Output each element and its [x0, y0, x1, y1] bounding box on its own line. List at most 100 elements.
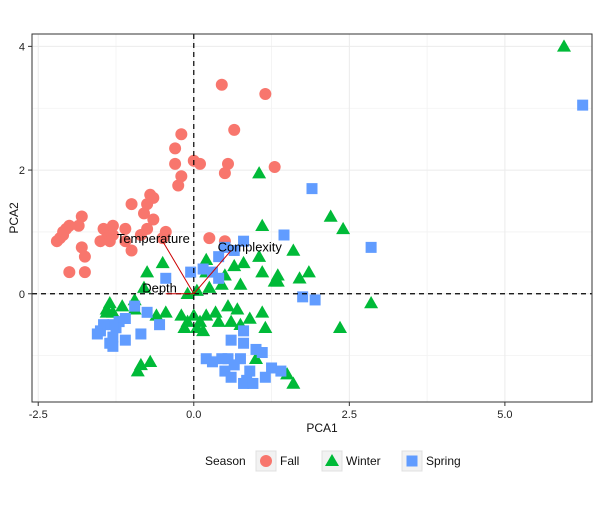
x-tick-label: -2.5 — [29, 409, 48, 421]
point-winter — [130, 364, 145, 377]
point-spring — [234, 353, 246, 365]
point-spring — [238, 337, 250, 349]
point-fall — [119, 222, 132, 235]
legend-marker-winter — [325, 454, 339, 466]
point-fall — [259, 87, 272, 100]
point-winter — [180, 286, 195, 300]
point-spring — [250, 343, 262, 355]
point-fall — [78, 266, 91, 279]
point-spring — [225, 334, 237, 346]
point-spring — [135, 328, 147, 340]
y-tick-label: 0 — [19, 289, 25, 301]
point-spring — [238, 377, 250, 389]
legend-label-winter: Winter — [346, 454, 381, 468]
point-spring — [238, 325, 250, 337]
loading-label-temperature: Temperature — [117, 231, 190, 246]
point-winter — [286, 376, 301, 389]
loading-label-complexity: Complexity — [218, 240, 283, 255]
point-spring — [197, 263, 209, 275]
point-winter — [202, 280, 217, 293]
point-winter — [258, 320, 273, 334]
point-winter — [333, 320, 347, 334]
point-fall — [141, 198, 154, 211]
point-spring — [222, 353, 234, 365]
point-winter — [252, 166, 267, 179]
point-fall — [125, 198, 138, 211]
x-tick-label: 2.5 — [342, 409, 357, 421]
point-winter — [158, 305, 173, 318]
point-winter — [270, 274, 285, 287]
point-spring — [266, 362, 278, 374]
point-spring — [107, 319, 119, 331]
point-winter — [255, 218, 270, 231]
point-winter — [189, 320, 204, 334]
point-winter — [336, 221, 351, 235]
point-winter — [255, 265, 270, 278]
legend-label-fall: Fall — [280, 454, 299, 468]
x-axis-title: PCA1 — [306, 421, 338, 435]
plot-border — [31, 33, 593, 403]
point-winter — [286, 243, 301, 256]
data-points — [50, 39, 589, 389]
point-winter — [196, 323, 211, 337]
point-fall — [218, 167, 231, 180]
y-axis-title: PCA2 — [7, 202, 21, 234]
point-fall — [169, 157, 182, 170]
point-spring — [228, 359, 240, 371]
x-tick-label: 0.0 — [186, 409, 201, 421]
point-winter — [292, 271, 307, 284]
point-spring — [113, 316, 125, 328]
point-winter — [199, 308, 214, 321]
point-winter — [252, 249, 267, 262]
point-fall — [147, 213, 160, 226]
point-winter — [255, 305, 270, 318]
point-spring — [107, 331, 119, 343]
point-fall — [75, 241, 88, 254]
point-winter — [208, 305, 223, 318]
point-spring — [306, 183, 318, 195]
point-winter — [364, 296, 379, 309]
point-fall — [134, 229, 147, 242]
point-fall — [175, 170, 188, 183]
point-fall — [50, 235, 63, 248]
point-winter — [137, 280, 151, 293]
point-spring — [119, 313, 131, 325]
legend-title: Season — [205, 454, 246, 468]
point-spring — [256, 347, 268, 359]
point-spring — [219, 241, 231, 253]
point-spring — [278, 229, 290, 241]
point-winter — [236, 255, 251, 269]
point-spring — [244, 365, 256, 377]
point-spring — [275, 365, 287, 377]
point-winter — [199, 252, 214, 265]
point-fall — [72, 219, 85, 232]
point-winter — [249, 351, 263, 364]
point-spring — [154, 319, 166, 331]
point-winter — [177, 320, 192, 334]
point-fall — [175, 128, 188, 141]
x-tick-label: 5.0 — [497, 409, 512, 421]
point-winter — [230, 302, 245, 315]
point-fall — [103, 235, 116, 248]
point-fall — [222, 157, 234, 170]
point-spring — [577, 99, 589, 111]
point-fall — [215, 78, 228, 91]
point-winter — [301, 265, 316, 278]
point-spring — [219, 365, 231, 377]
point-spring — [238, 235, 250, 247]
legend-marker-spring — [406, 455, 418, 467]
loading-arrow-temperature — [162, 240, 195, 295]
y-tick-label: 2 — [19, 165, 25, 177]
point-spring — [259, 371, 271, 383]
point-fall — [228, 123, 241, 136]
point-fall — [125, 244, 138, 257]
point-winter — [99, 305, 114, 318]
point-fall — [268, 160, 281, 173]
point-fall — [203, 232, 216, 245]
point-winter — [557, 39, 571, 52]
point-winter — [224, 314, 239, 327]
point-fall — [97, 222, 110, 235]
point-winter — [143, 354, 158, 368]
point-spring — [185, 266, 197, 278]
